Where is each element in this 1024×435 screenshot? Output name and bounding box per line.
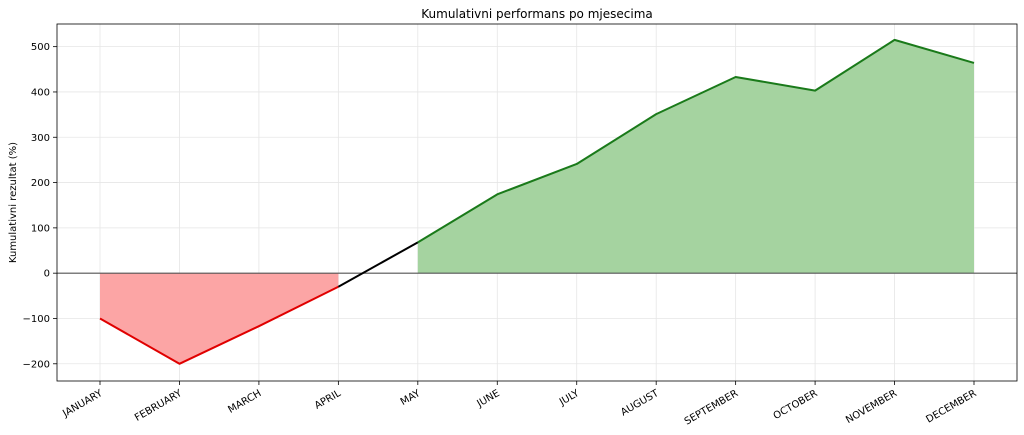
plot-frame (56, 23, 1018, 382)
y-tick-label-7: 500 (31, 42, 50, 53)
y-tick-label-3: 100 (31, 223, 50, 234)
y-tick-label-0: −200 (23, 359, 50, 370)
series-line-layer (99, 38, 975, 365)
y-tick-label-1: −100 (23, 314, 50, 325)
negative-area-fill (100, 273, 339, 364)
chart-title: Kumulativni performans po mjesecima (421, 7, 652, 21)
y-axis-title: Kumulativni rezultat (%) (8, 142, 19, 263)
transition-series-line (337, 241, 419, 288)
positive-series-line (417, 38, 975, 244)
y-tick-label-2: 0 (44, 269, 50, 280)
y-tick-label-5: 300 (31, 133, 50, 144)
y-tick-label-4: 200 (31, 178, 50, 189)
negative-series-line (99, 285, 339, 365)
positive-area-fill (417, 39, 974, 274)
y-tick-label-6: 400 (31, 87, 50, 98)
y-axis-ticks: −200 −100 0 100 200 300 400 500 (23, 42, 57, 370)
area-fill-layer (100, 39, 974, 364)
